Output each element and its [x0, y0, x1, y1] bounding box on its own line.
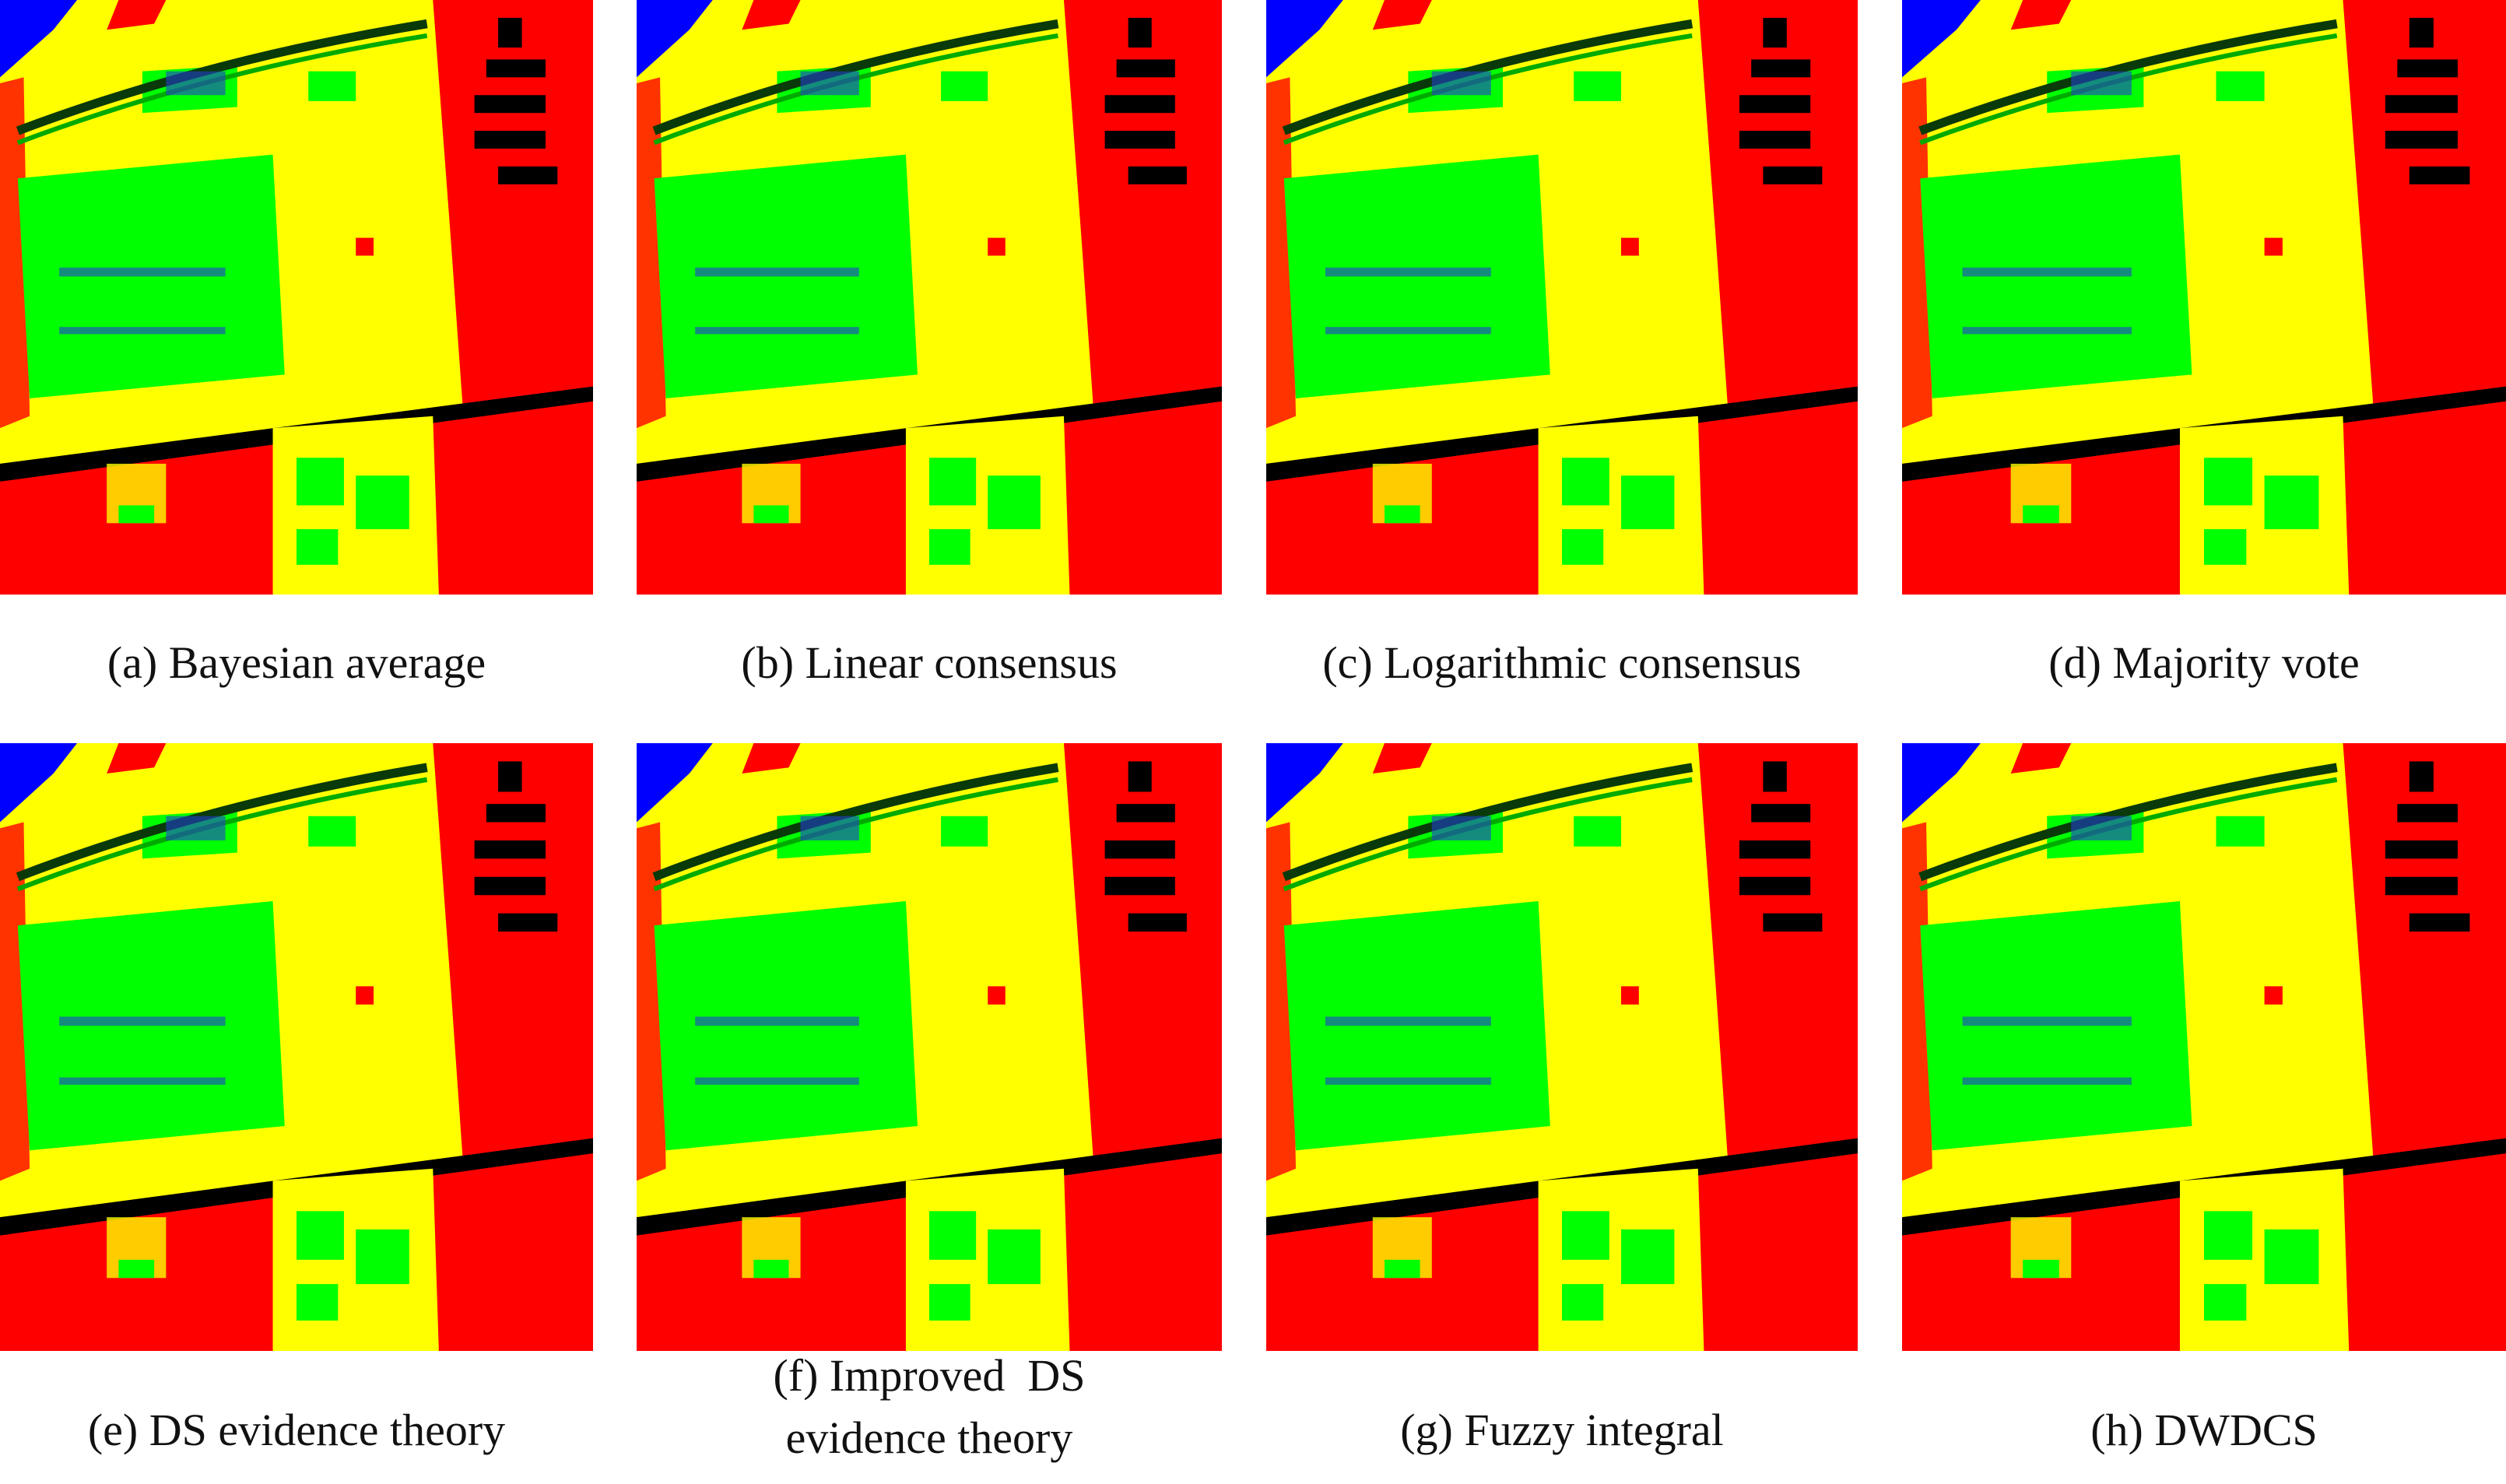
map-image [1266, 743, 1858, 1351]
caption: (h) DWDCS [1902, 1399, 2506, 1461]
map-image [1266, 0, 1858, 595]
caption-line: (d) Majority vote [2048, 637, 2360, 688]
classification-map [1266, 0, 1858, 595]
caption-line: (e) DS evidence theory [87, 1405, 506, 1455]
caption: (e) DS evidence theory [0, 1399, 593, 1461]
caption-line: (a) Bayesian average [107, 637, 486, 688]
classification-map [0, 743, 593, 1351]
classification-map [1266, 743, 1858, 1351]
caption-line: evidence theory [785, 1412, 1073, 1463]
caption: (a) Bayesian average [0, 632, 593, 694]
caption: (b) Linear consensus [637, 632, 1222, 694]
map-image [637, 0, 1222, 595]
caption-line: (f) Improved DS [773, 1350, 1086, 1401]
map-image [0, 743, 593, 1351]
classification-map [0, 0, 593, 595]
map-image [1902, 743, 2506, 1351]
classification-map [637, 0, 1222, 595]
caption: (c) Logarithmic consensus [1266, 632, 1858, 694]
map-image [637, 743, 1222, 1351]
caption: (g) Fuzzy integral [1266, 1399, 1858, 1461]
map-image [1902, 0, 2506, 595]
caption-line: (g) Fuzzy integral [1400, 1405, 1724, 1455]
caption: (f) Improved DS evidence theory [637, 1345, 1222, 1469]
classification-map [637, 743, 1222, 1351]
caption-line: (c) Logarithmic consensus [1322, 637, 1802, 688]
caption-line: (h) DWDCS [2090, 1405, 2318, 1455]
caption-line: (b) Linear consensus [741, 637, 1118, 688]
map-image [0, 0, 593, 595]
classification-map [1902, 0, 2506, 595]
caption: (d) Majority vote [1902, 632, 2506, 694]
classification-map [1902, 743, 2506, 1351]
